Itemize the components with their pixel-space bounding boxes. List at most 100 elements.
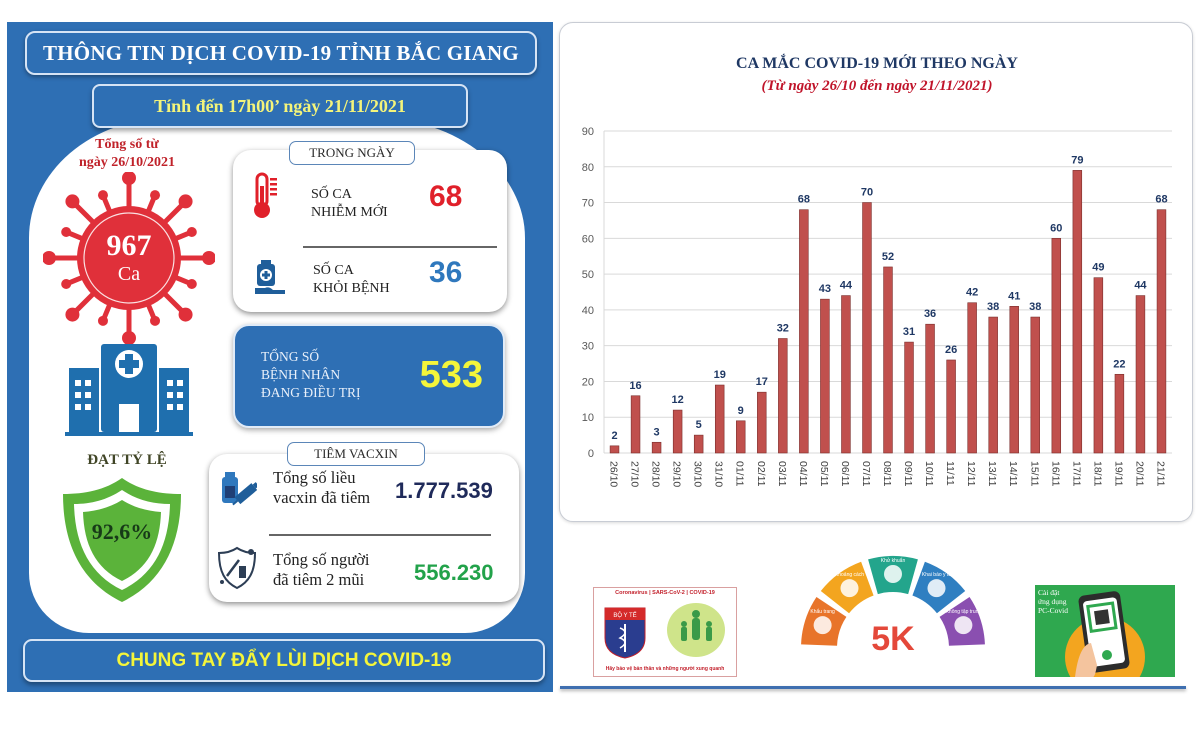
five-k-segment-label: Khoảng cách xyxy=(835,572,864,578)
pc-covid-text-line2: ứng dụng xyxy=(1038,597,1067,606)
today-card: SỐ CA NHIỄM MỚI 68 SỐ CA KHỎI BỆNH 36 xyxy=(233,150,507,312)
y-tick-label: 30 xyxy=(582,341,594,353)
x-tick-label: 03/11 xyxy=(776,461,788,487)
infographic-title: THÔNG TIN DỊCH COVID-19 TỈNH BẮC GIANG xyxy=(43,40,519,65)
today-divider xyxy=(303,246,497,248)
x-tick-label: 02/11 xyxy=(755,461,767,487)
y-tick-label: 0 xyxy=(588,448,594,460)
x-tick-label: 26/10 xyxy=(608,461,620,487)
recovered-label: SỐ CA KHỎI BỆNH xyxy=(313,262,390,298)
x-tick-label: 11/11 xyxy=(944,461,956,486)
bar xyxy=(651,441,662,454)
five-k-segment-icon xyxy=(884,565,902,583)
bar-value-label: 70 xyxy=(861,187,873,199)
bar-value-label: 44 xyxy=(840,280,853,292)
bar-value-label: 12 xyxy=(672,394,684,406)
x-tick-label: 05/11 xyxy=(818,461,830,487)
bar xyxy=(946,359,956,454)
bar-value-label: 32 xyxy=(777,323,789,335)
bar-value-label: 31 xyxy=(903,326,915,338)
chart-title: CA MẮC COVID-19 MỚI THEO NGÀY xyxy=(736,55,1018,72)
vaccine-doses-label-line1: Tổng số liều xyxy=(273,468,356,487)
vaccine-doses-value: 1.777.539 xyxy=(395,478,493,503)
bar-value-label: 3 xyxy=(654,426,660,438)
vaccine-vial-syringe-icon xyxy=(222,472,257,506)
vaccinated-people-label-line2: đã tiêm 2 mũi xyxy=(273,570,365,589)
bar xyxy=(714,384,725,454)
new-cases-label: SỐ CA NHIỄM MỚI xyxy=(311,186,388,222)
treatment-value: 533 xyxy=(419,354,483,396)
x-tick-label: 10/11 xyxy=(923,461,935,487)
family-illustration-icon xyxy=(667,603,725,657)
x-tick-label: 28/10 xyxy=(650,461,662,487)
total-caption: Tổng số từ ngày 26/10/2021 xyxy=(62,136,192,172)
bar-value-label: 38 xyxy=(1029,301,1041,313)
rate-label: ĐẠT TỶ LỆ xyxy=(87,452,167,468)
vaccine-card: Tổng số liều vacxin đã tiêm 1.777.539 Tổ… xyxy=(209,454,519,602)
vaccine-tag: TIÊM VACXIN xyxy=(287,442,425,466)
bar xyxy=(1009,306,1019,454)
vaccinated-people-label-line1: Tổng số người xyxy=(273,550,370,569)
moh-logo-text: BỘ Y TẾ xyxy=(613,612,636,619)
five-k-segment-label: Không tập trung xyxy=(946,609,982,615)
y-tick-label: 70 xyxy=(582,198,594,210)
vaccination-rate-value: 92,6% xyxy=(91,519,153,544)
bar xyxy=(799,209,809,454)
medical-kit-hand-icon xyxy=(255,260,285,294)
bar xyxy=(1072,170,1083,454)
y-tick-label: 50 xyxy=(582,269,594,281)
new-cases-label-line2: NHIỄM MỚI xyxy=(311,205,388,220)
bar xyxy=(1135,295,1146,454)
five-k-segment-icon xyxy=(927,579,946,598)
y-tick-label: 90 xyxy=(582,126,594,138)
bar xyxy=(820,298,830,454)
five-k-segment-label: Khai báo y tế xyxy=(922,572,951,578)
bar-value-label: 79 xyxy=(1071,154,1083,166)
bar xyxy=(778,338,788,454)
five-k-segment-label: Khẩu trang xyxy=(810,608,835,615)
bar-value-label: 52 xyxy=(882,251,894,263)
bar-value-label: 36 xyxy=(924,308,936,320)
infographic-panel: THÔNG TIN DỊCH COVID-19 TỈNH BẮC GIANG T… xyxy=(7,22,553,692)
bar-value-label: 68 xyxy=(798,194,810,206)
bar xyxy=(609,445,620,454)
bar-value-label: 2 xyxy=(611,430,617,442)
bar xyxy=(862,202,872,454)
bar-value-label: 19 xyxy=(714,369,726,381)
moh-banner-top-text: Coronavirus | SARS-CoV-2 | COVID-19 xyxy=(615,590,715,596)
recovered-label-line2: KHỎI BỆNH xyxy=(313,281,390,296)
x-tick-label: 20/11 xyxy=(1133,461,1145,487)
five-k-message-graphic: Khẩu trang Khoảng cách Khử khuẩn Khai báo y… xyxy=(801,556,985,658)
new-cases-label-line1: SỐ CA xyxy=(311,187,352,202)
as-of-date-box: Tính đến 17h00’ ngày 21/11/2021 xyxy=(92,84,468,128)
recovered-label-line1: SỐ CA xyxy=(313,263,354,278)
bottom-divider xyxy=(560,686,1186,689)
bar xyxy=(1156,209,1167,454)
x-tick-label: 17/11 xyxy=(1070,461,1082,487)
treatment-label-line2: BỆNH NHÂN xyxy=(261,367,341,382)
bar-value-label: 17 xyxy=(756,376,768,388)
ministry-of-health-banner: Coronavirus | SARS-CoV-2 | COVID-19 BỘ Y… xyxy=(593,587,737,677)
y-tick-label: 40 xyxy=(582,305,594,317)
y-tick-label: 20 xyxy=(582,376,594,388)
bar xyxy=(904,341,914,454)
x-tick-label: 09/11 xyxy=(902,461,914,487)
recovered-value: 36 xyxy=(429,256,463,289)
treatment-label-line3: ĐANG ĐIỀU TRỊ xyxy=(261,385,361,400)
vaccinated-people-label: Tổng số người đã tiêm 2 mũi xyxy=(273,550,370,590)
bar-value-label: 68 xyxy=(1155,194,1167,206)
bar-value-label: 16 xyxy=(629,380,641,392)
x-tick-label: 08/11 xyxy=(881,461,893,487)
x-tick-label: 04/11 xyxy=(797,461,809,487)
bar xyxy=(672,409,683,454)
pc-covid-text: Cài đặt ứng dụng PC-Covid xyxy=(1038,588,1068,615)
x-tick-label: 29/10 xyxy=(671,461,683,487)
total-cases-unit: Ca xyxy=(117,263,141,285)
five-k-segment-icon xyxy=(840,579,859,598)
vaccine-doses-label-line2: vacxin đã tiêm xyxy=(273,488,371,507)
bar-value-label: 9 xyxy=(738,405,744,417)
x-tick-label: 14/11 xyxy=(1007,461,1019,487)
bar xyxy=(883,266,893,454)
bar-value-label: 42 xyxy=(966,287,978,299)
bar xyxy=(1093,277,1104,454)
